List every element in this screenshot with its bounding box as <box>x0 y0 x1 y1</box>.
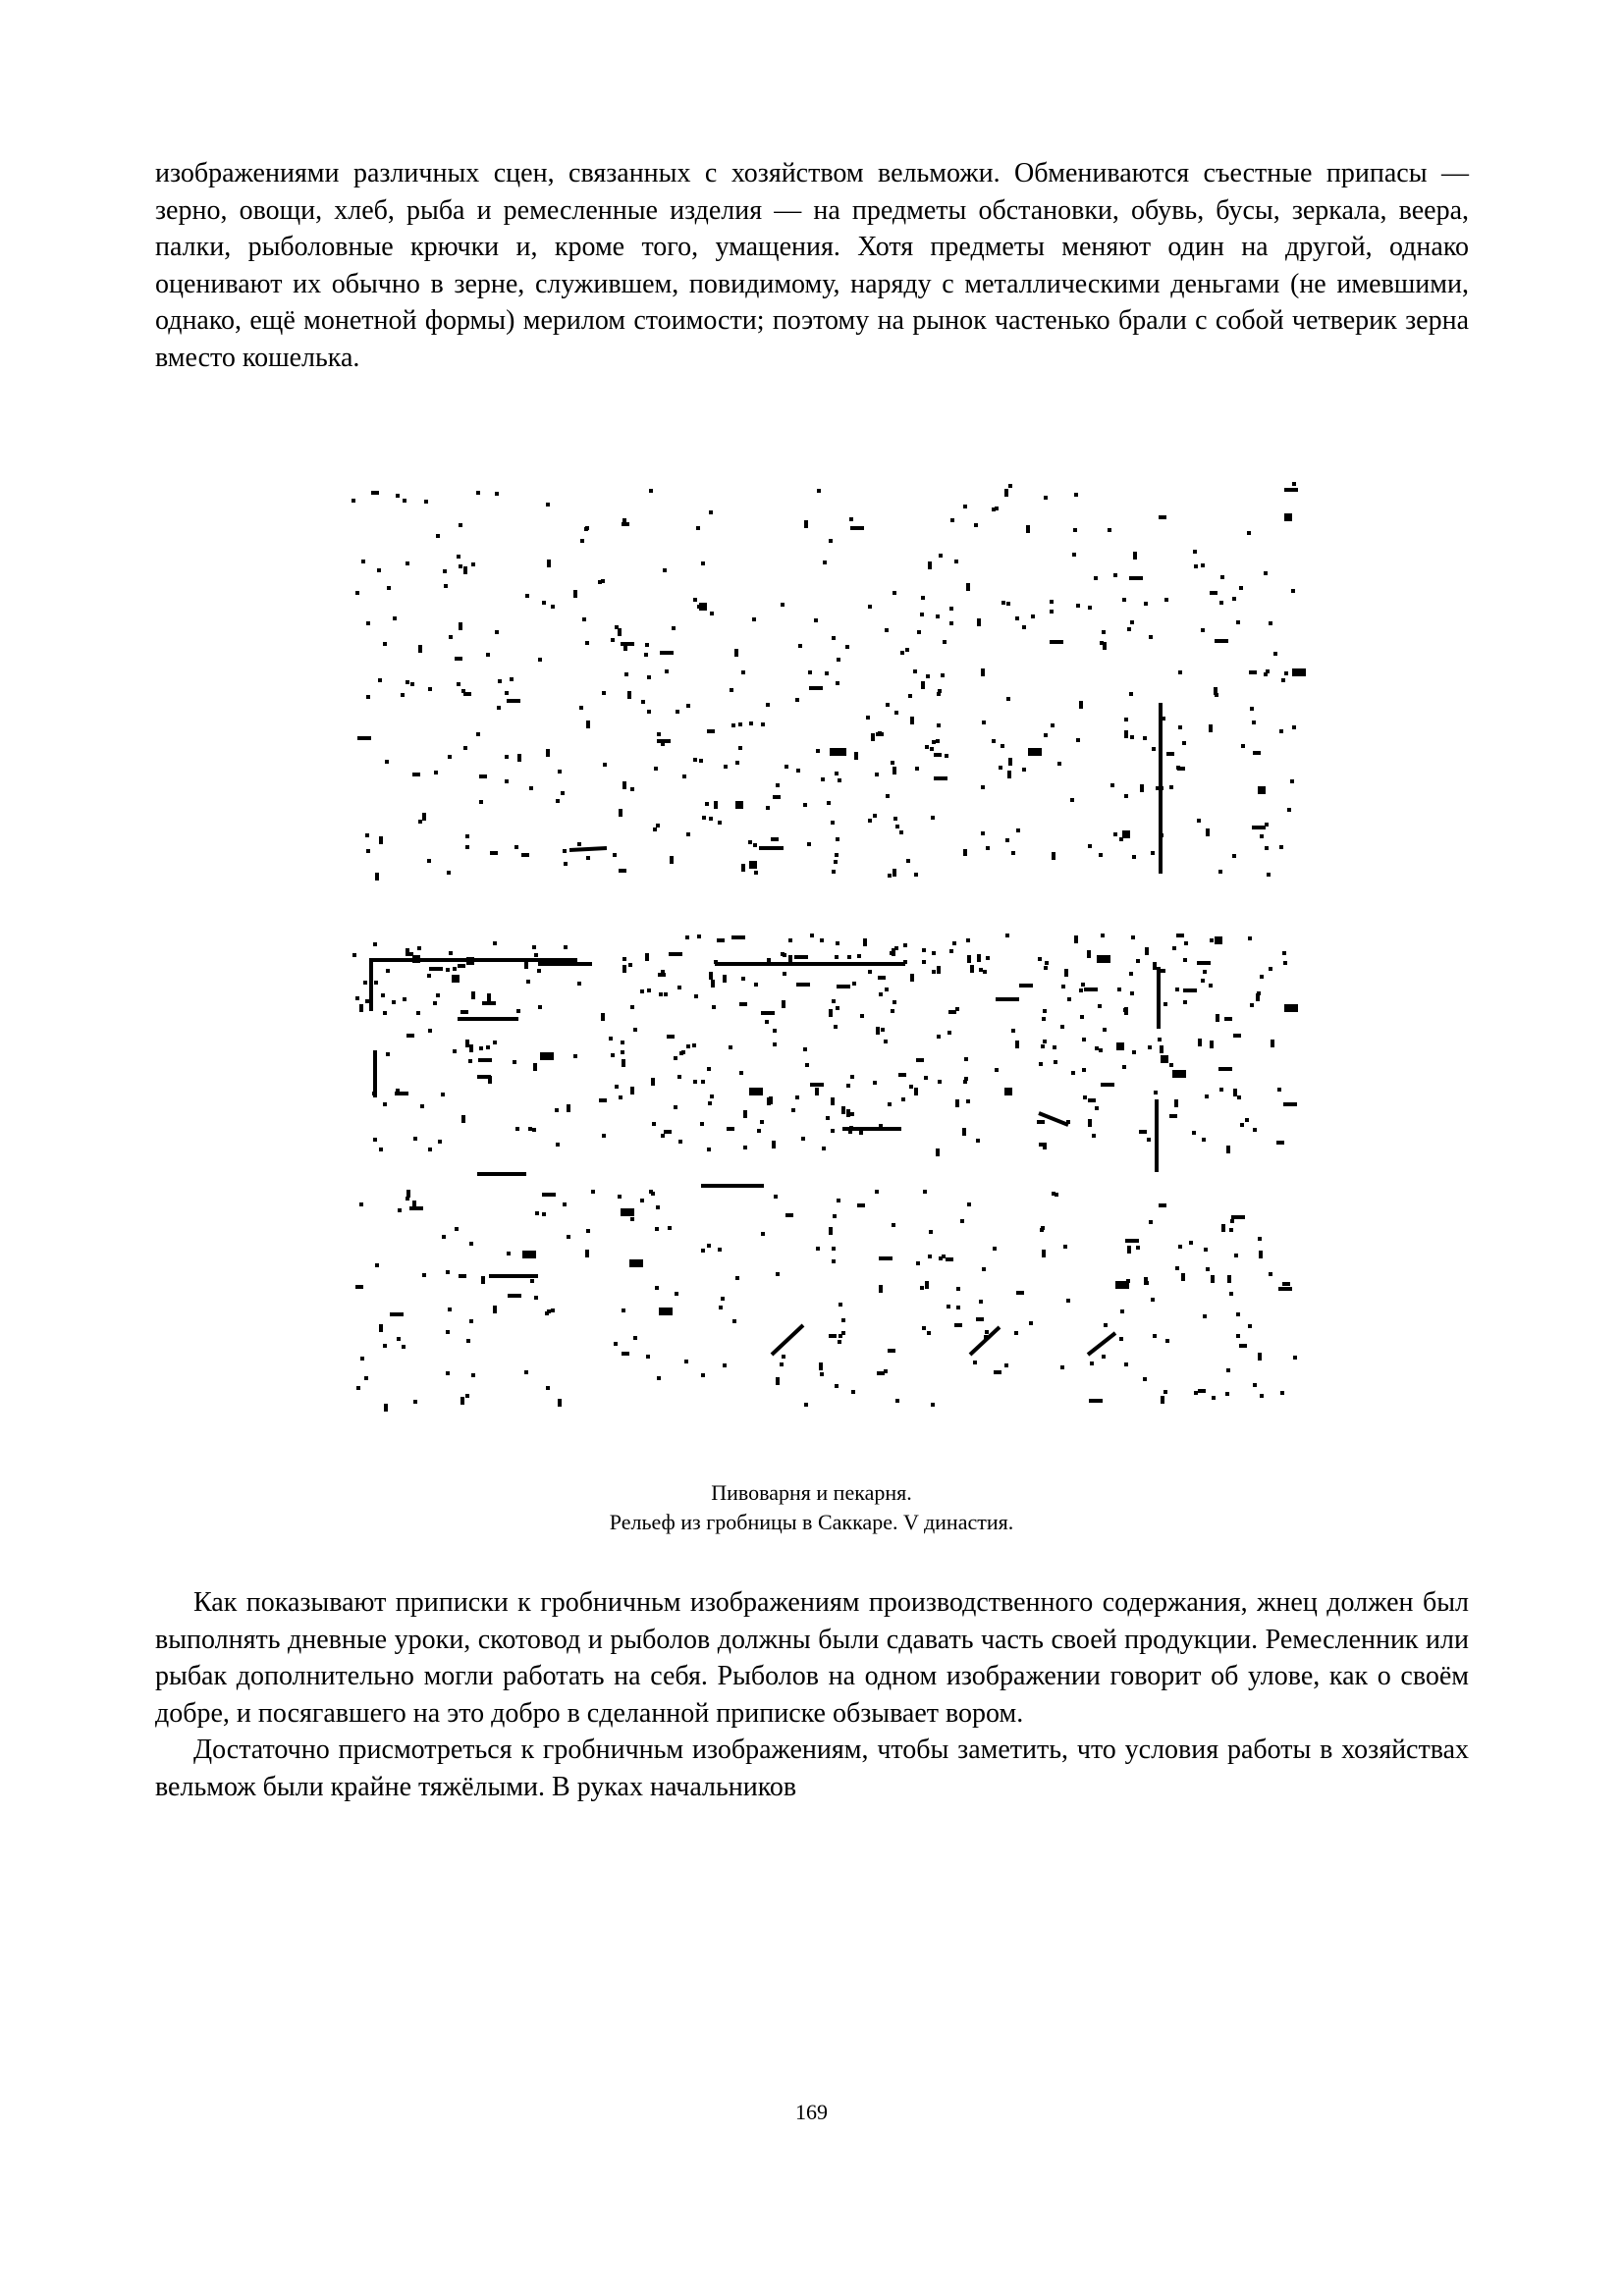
relief-image <box>352 482 1306 1412</box>
body-text: Как показывают приписки к гробничньм изо… <box>155 1584 1469 1805</box>
paragraph: Как показывают приписки к гробничньм изо… <box>155 1587 1469 1729</box>
figure-caption-title: Пивоварня и пекарня. <box>711 1480 912 1505</box>
intro-paragraph: изображениями различных сцен, связанных … <box>155 158 1469 373</box>
relief-lines <box>369 703 1163 1357</box>
relief-illustration <box>312 461 1324 1443</box>
page-number: 169 <box>795 2100 828 2124</box>
relief-speckle <box>352 482 1306 1412</box>
paragraph: Достаточно присмотреться к гробничньм из… <box>155 1735 1469 1802</box>
figure-caption-source: Рельеф из гробницы в Саккаре. V династия… <box>609 1510 1014 1534</box>
